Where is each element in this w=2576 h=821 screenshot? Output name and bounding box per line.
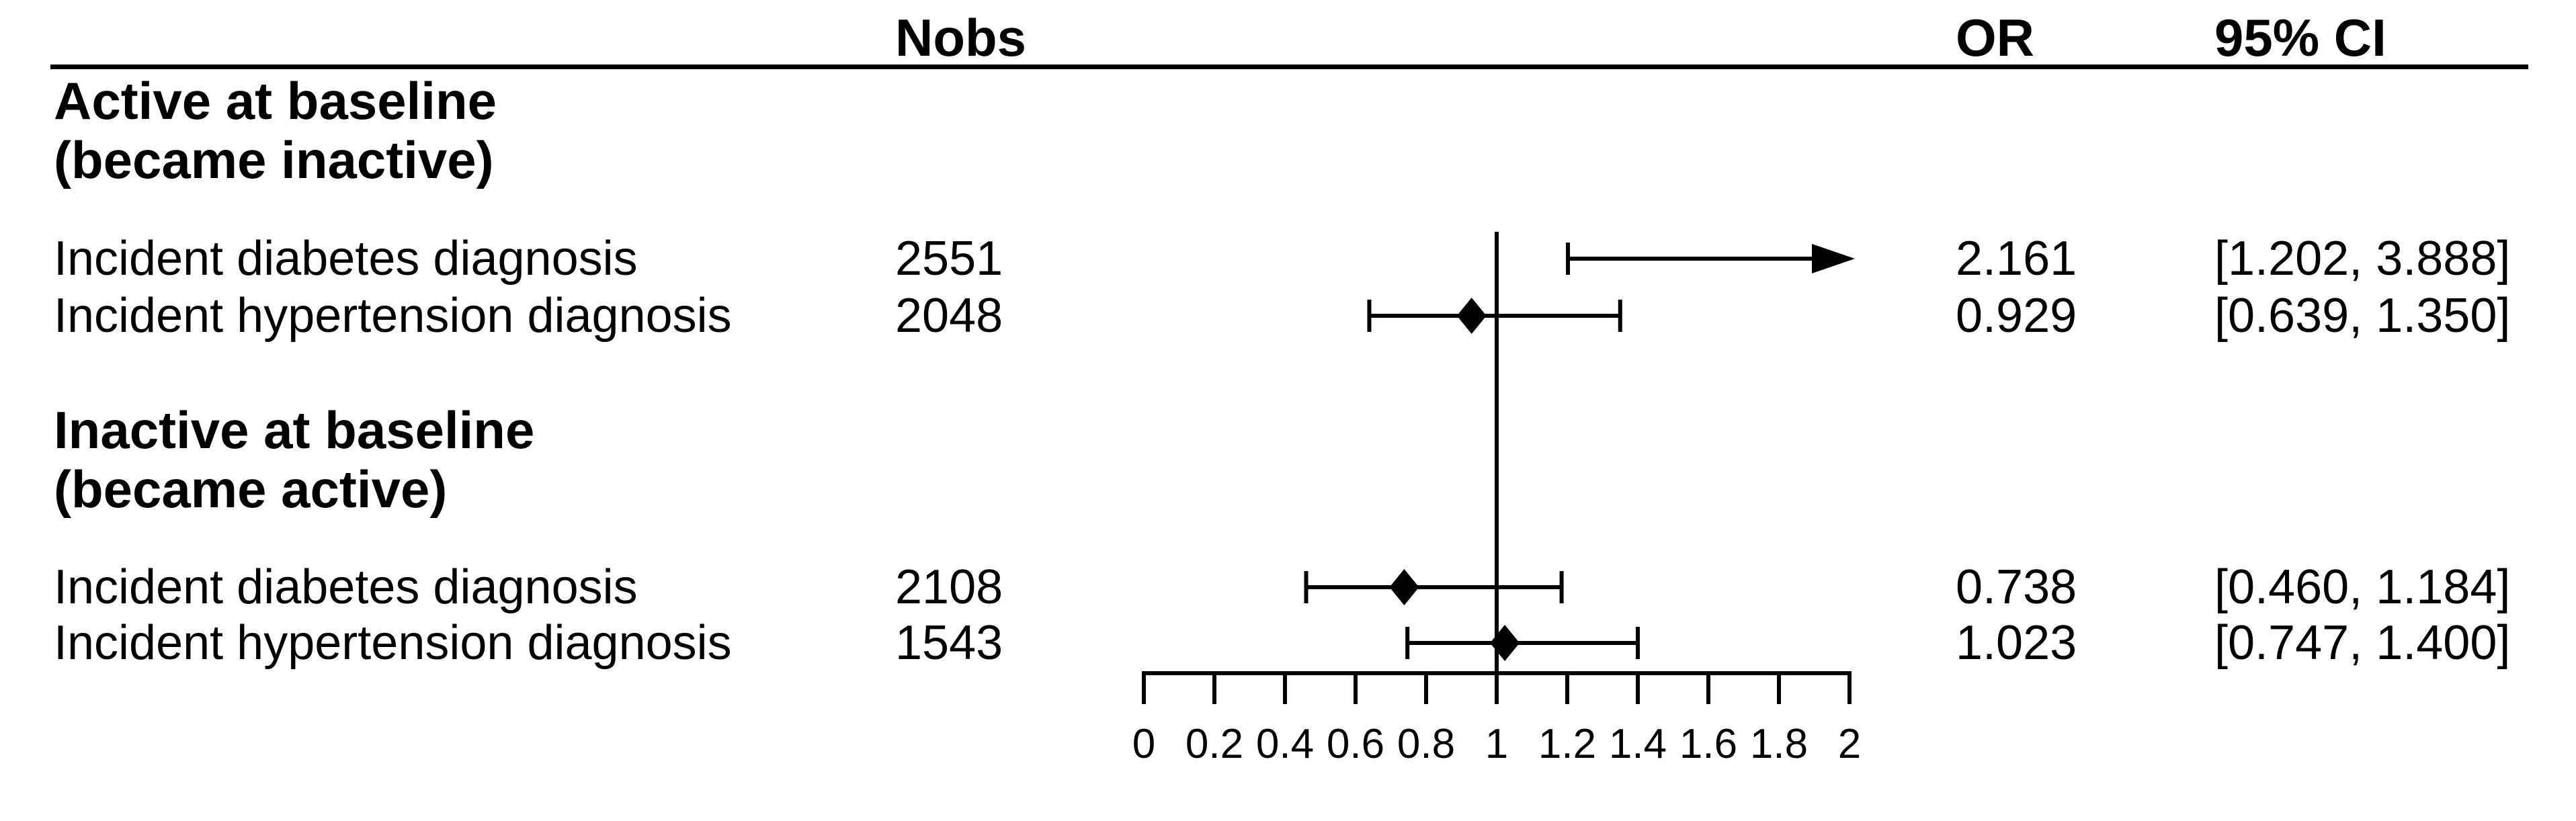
row-ci: [0.747, 1.400] [2214, 616, 2511, 670]
point-estimate-diamond [1456, 298, 1487, 334]
col-header-nobs: Nobs [895, 8, 1026, 67]
row-label: Incident diabetes diagnosis [54, 232, 638, 286]
row-label: Incident diabetes diagnosis [54, 560, 638, 614]
group-heading-line2: (became active) [54, 460, 448, 519]
axis-tick-label: 1.8 [1750, 721, 1808, 767]
axis-tick-label: 1.2 [1538, 721, 1596, 767]
header-rule [50, 64, 2528, 69]
point-estimate-diamond [1490, 625, 1520, 661]
row-ci: [0.639, 1.350] [2214, 289, 2511, 343]
row-label: Incident hypertension diagnosis [54, 289, 732, 343]
row-ci: [1.202, 3.888] [2214, 232, 2511, 286]
row-nobs: 2551 [895, 232, 1003, 286]
axis-tick-label: 0.6 [1327, 721, 1384, 767]
ci-arrowhead [1812, 244, 1855, 273]
row-or: 1.023 [1956, 616, 2077, 670]
point-estimate-diamond [1389, 569, 1419, 605]
axis-tick-label: 1.4 [1609, 721, 1667, 767]
row-label: Incident hypertension diagnosis [54, 616, 732, 670]
row-or: 0.929 [1956, 289, 2077, 343]
axis-tick-label: 0.4 [1256, 721, 1314, 767]
col-header-ci: 95% CI [2214, 8, 2386, 67]
axis-tick-label: 0.2 [1186, 721, 1243, 767]
row-nobs: 2048 [895, 289, 1003, 343]
row-or: 2.161 [1956, 232, 2077, 286]
axis-tick-label: 0.8 [1397, 721, 1455, 767]
group-heading-line1: Inactive at baseline [54, 400, 535, 460]
row-nobs: 2108 [895, 560, 1003, 614]
axis-tick-label: 0 [1132, 721, 1155, 767]
axis-tick-label: 1 [1485, 721, 1508, 767]
row-or: 0.738 [1956, 560, 2077, 614]
group-heading-line1: Active at baseline [54, 71, 497, 130]
row-ci: [0.460, 1.184] [2214, 560, 2511, 614]
row-nobs: 1543 [895, 616, 1003, 670]
col-header-or: OR [1956, 8, 2034, 67]
axis-tick-label: 2 [1838, 721, 1861, 767]
group-heading-line2: (became inactive) [54, 130, 494, 189]
axis-tick-label: 1.6 [1679, 721, 1737, 767]
